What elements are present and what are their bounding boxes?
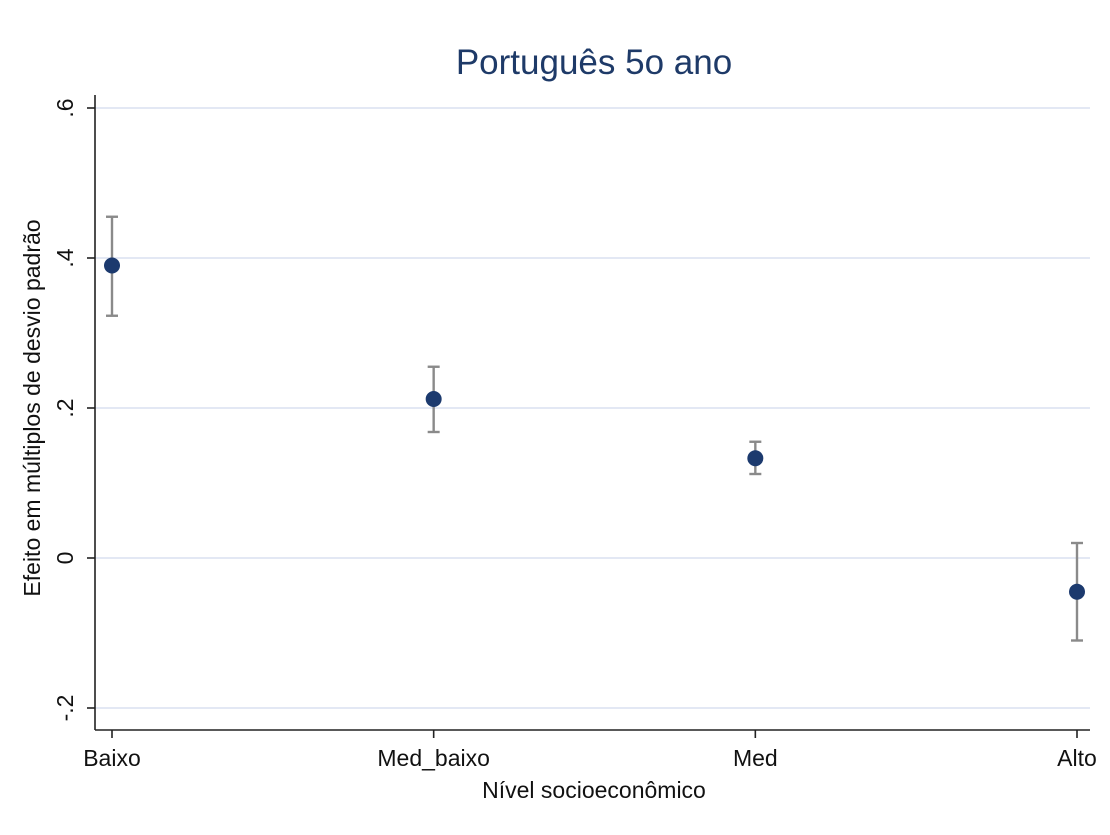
- data-point: [425, 391, 442, 407]
- data-points: [104, 257, 1085, 600]
- x-axis-label: Nível socioeconômico: [482, 777, 706, 803]
- y-axis-label: Efeito em múltiplos de desvio padrão: [19, 219, 45, 596]
- x-tick-label: Med_baixo: [377, 745, 490, 771]
- data-point: [747, 450, 764, 467]
- y-tick-label: .4: [52, 248, 78, 267]
- chart-title: Português 5o ano: [456, 43, 732, 82]
- grid-lines: [95, 107, 1090, 709]
- y-tick-label: .6: [52, 98, 78, 117]
- confidence-intervals: [106, 215, 1083, 642]
- x-tick-label: Med: [733, 745, 778, 771]
- y-ticks: -.2 0 .2 .4 .6: [52, 98, 95, 721]
- data-point: [1069, 583, 1085, 600]
- y-tick-label: -.2: [52, 695, 78, 722]
- x-tick-label: Baixo: [83, 745, 141, 771]
- data-point: [104, 257, 120, 274]
- axes: [94, 95, 1090, 731]
- x-ticks: Baixo Med_baixo Med Alto: [83, 730, 1097, 771]
- y-tick-label: 0: [52, 552, 78, 565]
- y-tick-label: .2: [52, 398, 78, 417]
- x-tick-label: Alto: [1057, 745, 1097, 771]
